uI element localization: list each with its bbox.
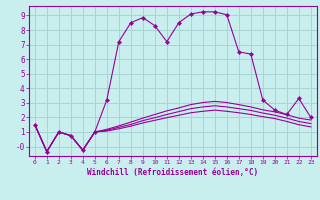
X-axis label: Windchill (Refroidissement éolien,°C): Windchill (Refroidissement éolien,°C) [87,168,258,177]
